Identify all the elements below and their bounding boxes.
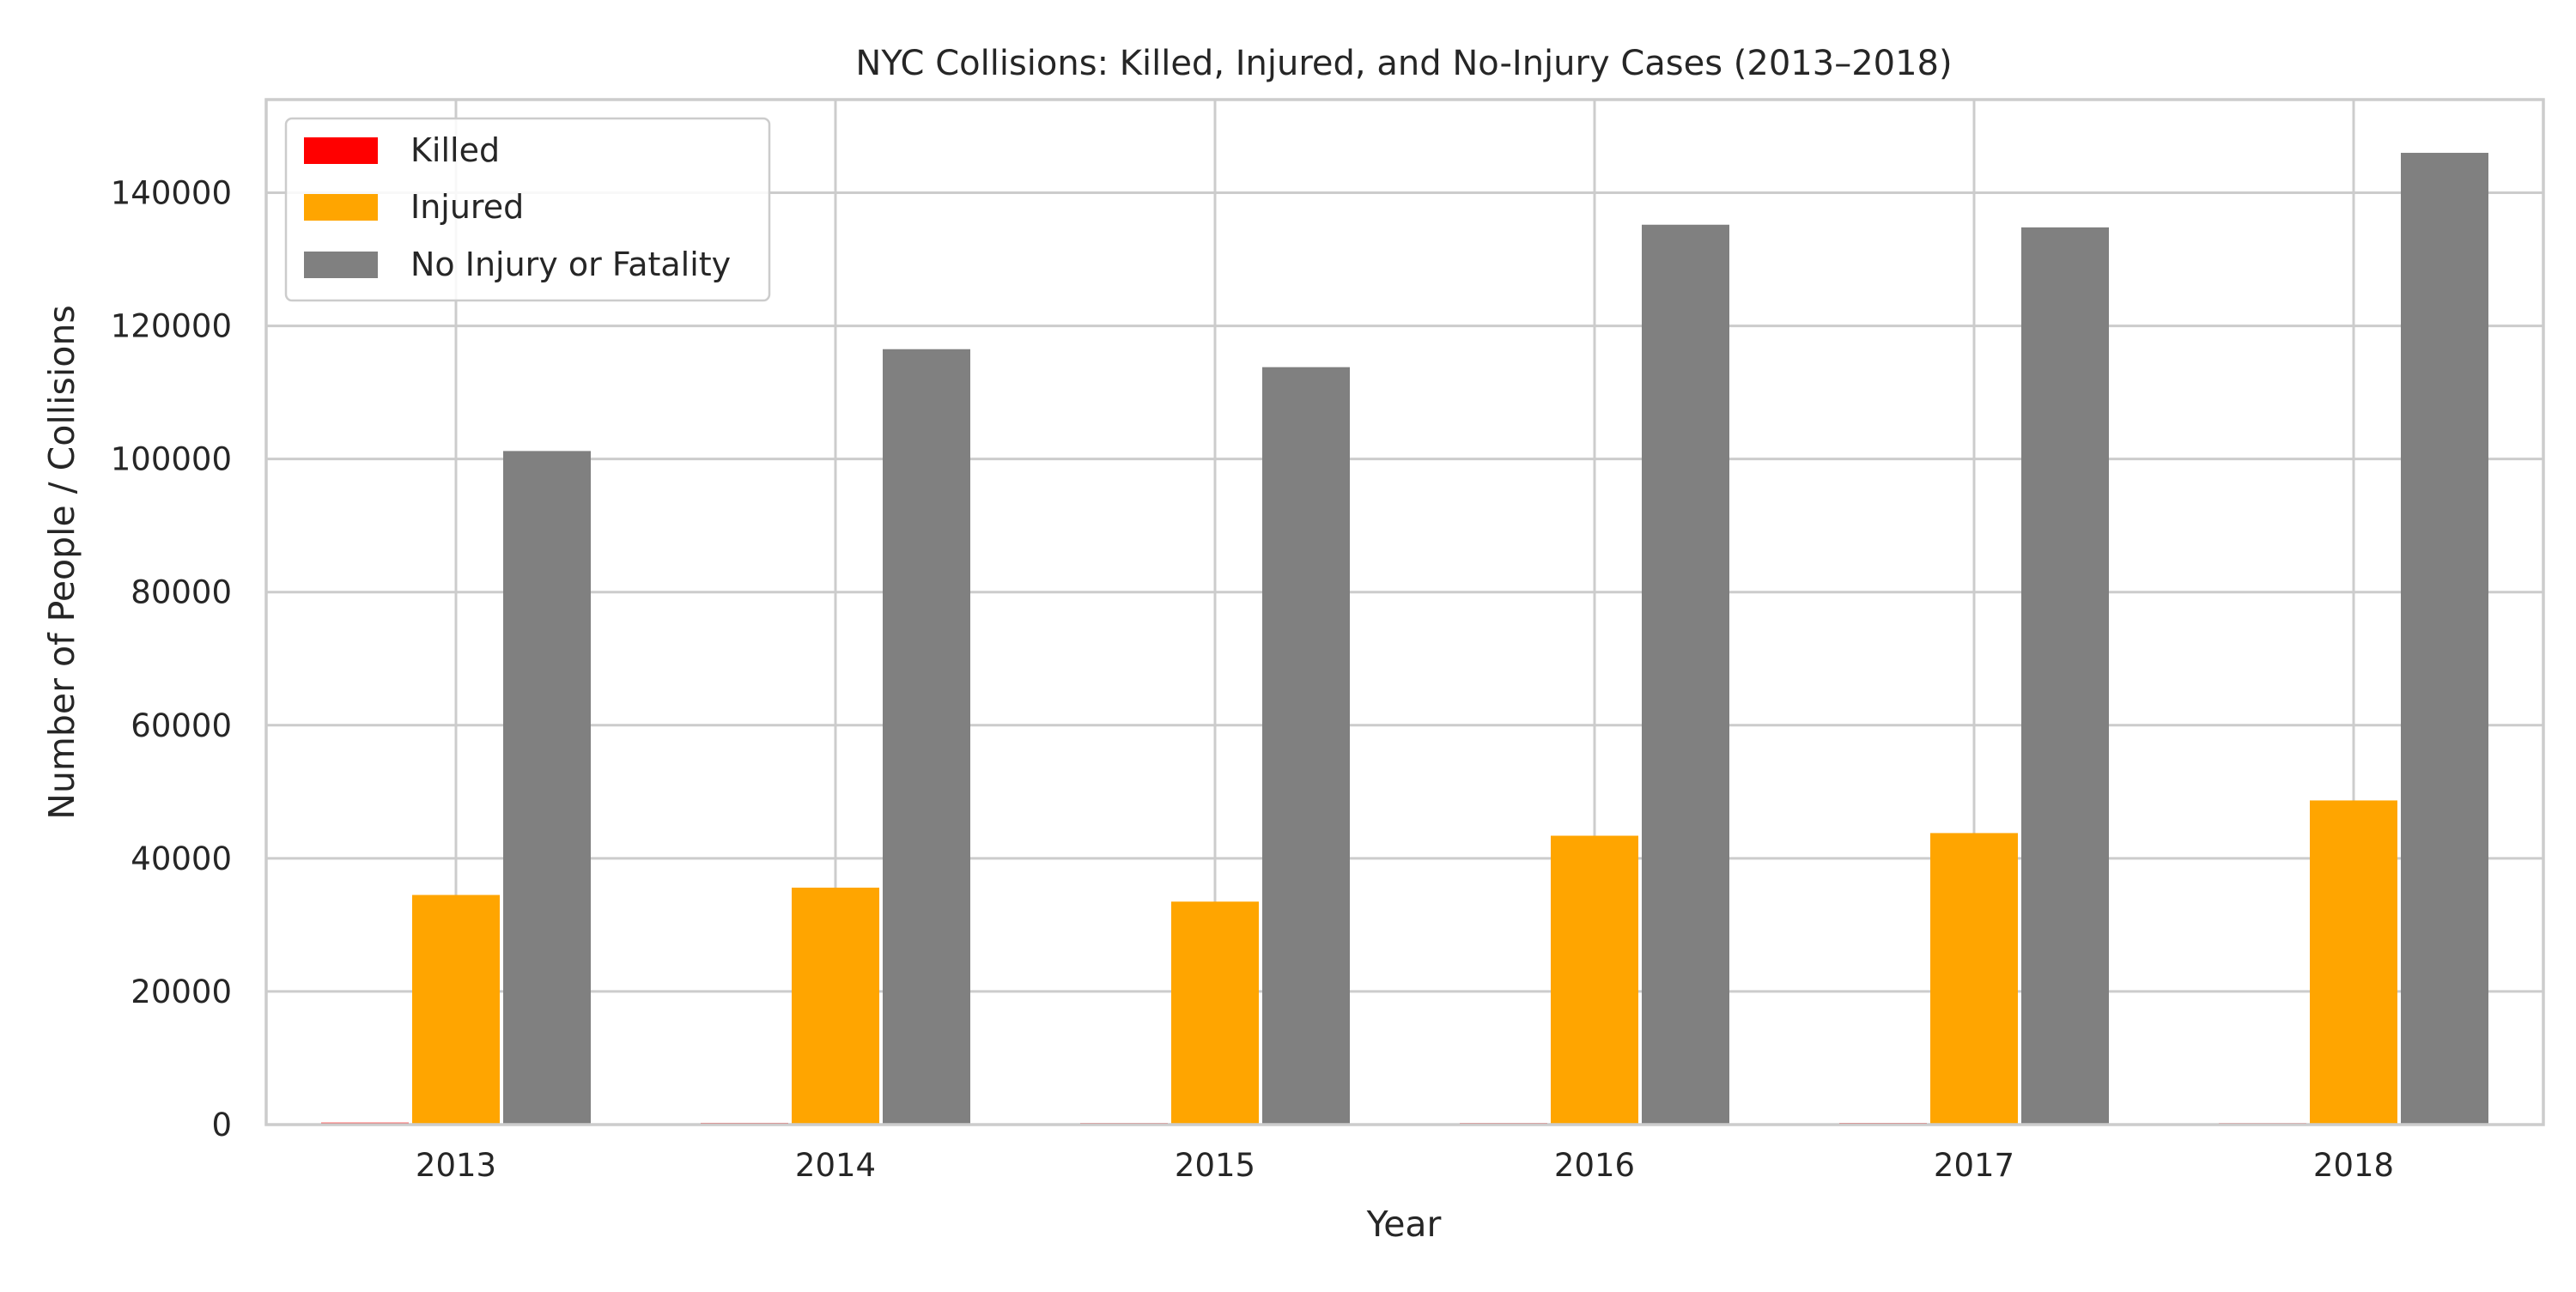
legend-swatch-no-injury	[304, 252, 378, 278]
x-axis-label: Year	[1366, 1204, 1442, 1245]
y-tick-label: 60000	[131, 707, 232, 744]
bar-no-injury-2013	[503, 451, 591, 1125]
y-tick-label: 120000	[111, 308, 232, 345]
bar-no-injury-2014	[883, 349, 970, 1125]
tick-labels: 2013 2014 2015 2016 2017 2018 0 20000 40000 60000…	[111, 175, 2394, 1184]
legend-label-injured: Injured	[410, 188, 524, 226]
bar-no-injury-2015	[1262, 367, 1350, 1125]
plot-frame	[264, 98, 2545, 1126]
legend-swatch-killed	[304, 137, 378, 164]
x-tick-label: 2014	[795, 1147, 876, 1184]
x-tick-label: 2015	[1175, 1147, 1255, 1184]
legend: Killed Injured No Injury or Fatality	[284, 117, 771, 302]
legend-label-no-injury: No Injury or Fatality	[410, 246, 731, 283]
y-tick-label: 80000	[131, 574, 232, 611]
legend-label-killed: Killed	[410, 131, 500, 169]
chart-title: NYC Collisions: Killed, Injured, and No-…	[855, 44, 1952, 83]
y-tick-label: 20000	[131, 974, 232, 1010]
bar-injured-2016	[1551, 835, 1638, 1125]
x-tick-label: 2018	[2313, 1147, 2394, 1184]
bar-no-injury-2016	[1642, 224, 1729, 1125]
bar-injured-2013	[412, 895, 500, 1125]
y-tick-label: 140000	[111, 175, 232, 212]
bar-injured-2018	[2310, 800, 2397, 1125]
y-tick-label: 40000	[131, 840, 232, 877]
bar-injured-2015	[1171, 901, 1259, 1125]
legend-box	[284, 117, 771, 302]
bars	[321, 153, 2488, 1125]
bar-no-injury-2017	[2021, 227, 2109, 1125]
bar-injured-2014	[792, 887, 879, 1125]
bar-no-injury-2018	[2401, 153, 2488, 1125]
bar-injured-2017	[1930, 833, 2018, 1125]
x-tick-label: 2016	[1554, 1147, 1635, 1184]
y-tick-label: 100000	[111, 441, 232, 478]
x-tick-label: 2017	[1934, 1147, 2014, 1184]
x-tick-label: 2013	[416, 1147, 496, 1184]
y-axis-label: Number of People / Collisions	[41, 305, 82, 819]
y-tick-label: 0	[211, 1107, 232, 1143]
legend-swatch-injured	[304, 194, 378, 221]
